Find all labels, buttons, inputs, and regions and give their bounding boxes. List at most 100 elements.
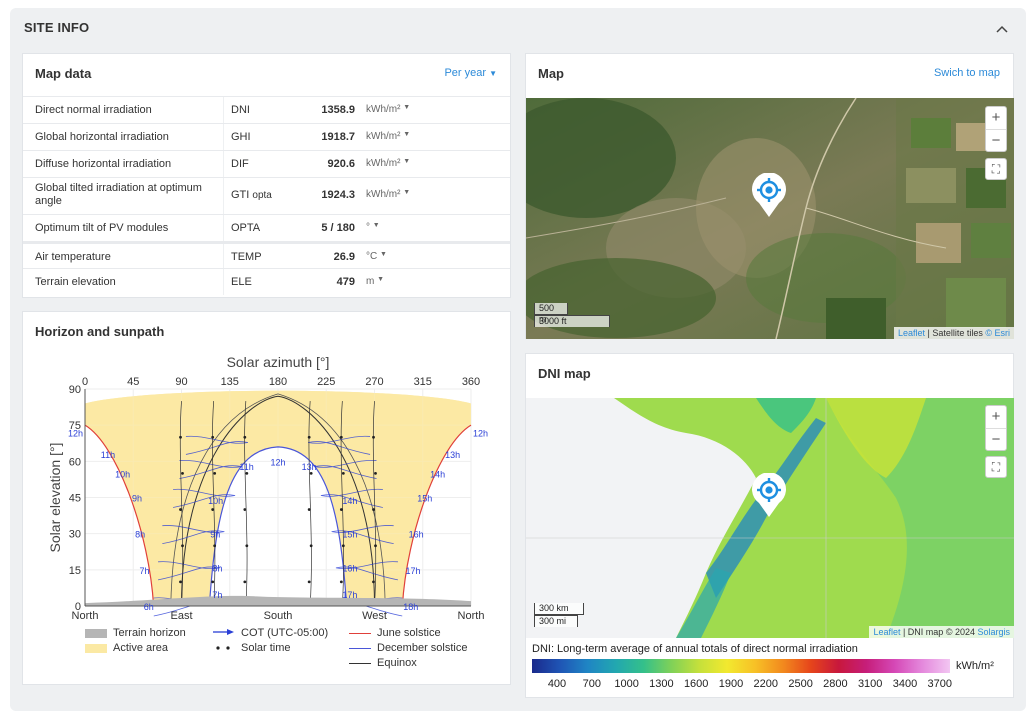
hour-label: 17h	[342, 590, 357, 600]
december-solstice-curve	[208, 446, 348, 607]
hour-label: 13h	[445, 450, 460, 460]
colorbar-tick: 2200	[753, 678, 779, 690]
solar-time-dot	[211, 435, 215, 439]
x-tick-label: 180	[269, 376, 287, 388]
analemma-loop	[335, 561, 399, 581]
dni-unit: kWh/m²	[956, 660, 994, 672]
hour-line	[179, 401, 184, 607]
unit-select[interactable]: kWh/m² ▼	[366, 131, 411, 142]
table-row: Terrain elevation ELE 479 m ▼	[23, 268, 510, 295]
esri-link[interactable]: © Esri	[985, 328, 1010, 338]
table-row: Air temperature TEMP 26.9 °C ▼	[23, 241, 510, 268]
unit-select[interactable]: ° ▼	[366, 222, 380, 233]
row-abbr: DNI	[231, 104, 250, 116]
row-name: Diffuse horizontal irradiation	[35, 158, 172, 170]
dni-colorbar	[532, 659, 950, 673]
hour-label: 11h	[101, 450, 115, 460]
solar-time-dot	[374, 544, 377, 548]
row-name: Direct normal irradiation	[35, 104, 152, 116]
switch-to-map-link[interactable]: Swich to map	[933, 67, 1000, 79]
unit-select[interactable]: kWh/m² ▼	[366, 104, 411, 115]
solargis-link[interactable]: Solargis	[977, 627, 1010, 637]
map-panel: Map Swich to map	[525, 53, 1014, 339]
dni-legend-caption: DNI: Long-term average of annual totals …	[532, 643, 858, 655]
solar-time-dot	[307, 580, 311, 584]
x-tick-label: 270	[365, 376, 383, 388]
row-abbr: DIF	[231, 158, 249, 170]
fullscreen-icon[interactable]: ⛶	[985, 456, 1007, 478]
chevron-up-icon[interactable]	[993, 20, 1011, 38]
x-tick-label: 45	[127, 376, 139, 388]
scale-bar: 300 km 300 mi	[534, 603, 584, 627]
satellite-map[interactable]: + − ⛶ 500 m 3000 ft Leaflet | Satellite …	[526, 98, 1014, 339]
period-select[interactable]: Per year ▼	[444, 67, 497, 79]
hour-line	[212, 401, 216, 607]
x-tick-label: 315	[414, 376, 432, 388]
arrow-right-icon	[213, 627, 235, 639]
caret-down-icon: ▼	[489, 69, 497, 78]
hour-label: 16h	[409, 530, 424, 540]
divider	[223, 151, 224, 177]
unit-select[interactable]: m ▼	[366, 276, 385, 287]
zoom-out-button[interactable]: −	[986, 428, 1006, 450]
x-axis-title: Solar azimuth [°]	[227, 354, 330, 370]
zoom-control: + −	[985, 106, 1007, 152]
zoom-in-button[interactable]: +	[991, 109, 1001, 126]
row-value: 26.9	[333, 251, 355, 263]
row-abbr: TEMP	[231, 251, 262, 263]
zoom-in-button[interactable]: +	[991, 408, 1001, 425]
solar-time-dot	[245, 471, 249, 475]
hour-label: 17h	[405, 566, 420, 576]
x-tick-label: 90	[175, 376, 187, 388]
divider	[223, 215, 224, 241]
y-tick-label: 15	[69, 565, 81, 577]
hour-label: 12h	[68, 428, 83, 438]
sunpath-chart: 0 45 90 135 180 225 270 315 360 0 15 30 45 60 75 90 Nort…	[47, 354, 488, 622]
table-row: Global horizontal irradiation GHI 1918.7 k…	[23, 123, 510, 150]
solar-time-dot	[179, 508, 182, 511]
analemma-loop	[179, 459, 242, 479]
y-tick-label: 0	[75, 601, 81, 613]
compass-label: South	[264, 610, 293, 622]
hour-label: 9h	[132, 494, 142, 504]
hour-label: 15h	[342, 530, 357, 540]
map-data-table: Direct normal irradiation DNI 1358.9 kWh/m…	[23, 96, 510, 295]
fullscreen-icon[interactable]: ⛶	[985, 158, 1007, 180]
legend-december: December solstice	[349, 642, 467, 654]
caret-down-icon: ▼	[380, 251, 387, 258]
colorbar-tick: 1300	[649, 678, 674, 690]
row-value: 920.6	[327, 158, 355, 170]
caret-down-icon: ▼	[403, 131, 411, 138]
solar-time-dot	[309, 471, 313, 475]
solar-time-dot	[213, 544, 217, 548]
table-row: Direct normal irradiation DNI 1358.9 kWh/m…	[23, 96, 510, 123]
unit-select[interactable]: °C ▼	[366, 251, 387, 262]
analemma-loop	[307, 435, 371, 455]
hour-label: 14h	[342, 496, 357, 506]
caret-down-icon: ▼	[372, 222, 380, 229]
location-pin-icon[interactable]	[751, 173, 787, 219]
analemma-loop	[157, 561, 221, 581]
row-abbr: OPTA	[231, 222, 261, 234]
hour-label: 6h	[144, 602, 154, 612]
x-tick-label: 225	[317, 376, 335, 388]
solar-time-dot	[339, 435, 343, 439]
analemma-loop	[314, 459, 377, 479]
y-axis-title: Solar elevation [°]	[47, 443, 63, 553]
unit-select[interactable]: kWh/m² ▼	[366, 158, 411, 169]
analemma-loop	[172, 488, 236, 508]
zoom-out-button[interactable]: −	[986, 129, 1006, 151]
leaflet-link[interactable]: Leaflet	[897, 328, 925, 338]
row-abbr: ELE	[231, 276, 252, 288]
unit-select[interactable]: kWh/m² ▼	[366, 189, 411, 200]
location-pin-icon[interactable]	[751, 473, 787, 519]
row-name: Air temperature	[35, 251, 111, 263]
y-tick-label: 90	[69, 384, 81, 396]
solar-time-dot	[211, 508, 215, 511]
leaflet-link[interactable]: Leaflet	[873, 627, 901, 637]
dni-map[interactable]: + − ⛶ 300 km 300 mi Leaflet | DNI map © …	[526, 398, 1014, 638]
hour-label: 16h	[342, 563, 357, 573]
compass-label: North	[458, 610, 485, 622]
hour-label: 11h	[239, 462, 253, 472]
hour-label: 18h	[403, 602, 418, 612]
